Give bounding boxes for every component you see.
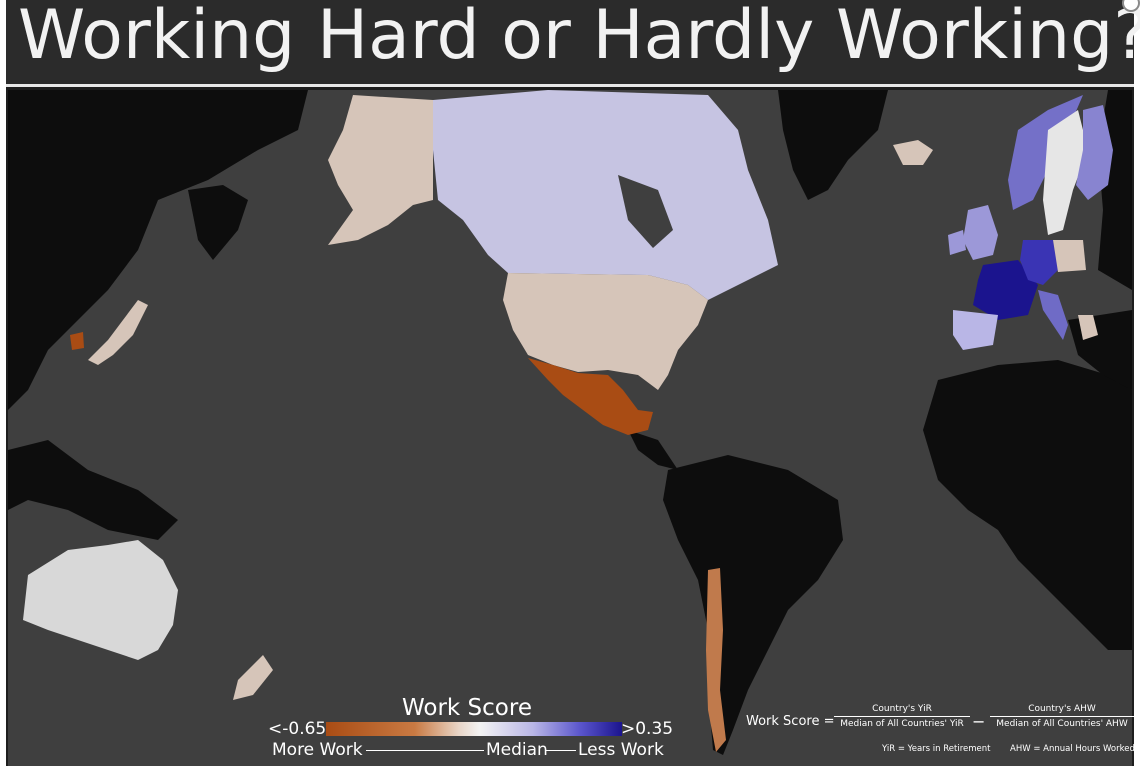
country-south-korea — [70, 332, 84, 350]
legend-max-label: >0.35 — [621, 719, 674, 739]
country-usa — [503, 273, 708, 390]
country-uk — [963, 205, 998, 260]
page-title: Working Hard or Hardly Working? — [18, 0, 1140, 75]
map-svg — [8, 90, 1132, 755]
formula-denominator-ahw: Median of All Countries' AHW — [996, 719, 1128, 729]
title-bar: Working Hard or Hardly Working? — [6, 0, 1140, 87]
work-score-formula: Work Score = Country's YiR Median of All… — [746, 704, 1135, 766]
legend-more-work-label: More Work — [272, 740, 363, 760]
formula-fraction-yir: Country's YiR Median of All Countries' Y… — [834, 704, 970, 729]
country-italy — [1038, 290, 1068, 340]
kamchatka-landmass — [188, 185, 248, 260]
country-greece — [1078, 315, 1098, 340]
country-mexico — [528, 358, 653, 435]
legend-right-arrow — [546, 750, 576, 751]
formula-numerator-ahw: Country's AHW — [1028, 704, 1096, 714]
fraction-line — [834, 716, 970, 717]
country-australia — [23, 540, 178, 660]
legend-median-label: Median — [486, 740, 548, 760]
legend-color-scale — [326, 722, 622, 736]
country-france — [973, 260, 1038, 320]
formula-denominator-yir: Median of All Countries' YiR — [840, 719, 964, 729]
country-iceland — [893, 140, 933, 165]
asia-landmass — [8, 90, 308, 410]
country-new-zealand — [233, 655, 273, 700]
legend-title: Work Score — [402, 695, 532, 721]
formula-note-ahw: AHW = Annual Hours Worked — [1010, 744, 1135, 754]
fraction-line — [990, 716, 1134, 717]
southeast-asia-islands — [8, 440, 178, 540]
corner-circle-icon — [1122, 0, 1140, 12]
formula-numerator-yir: Country's YiR — [872, 704, 932, 714]
country-canada — [433, 90, 778, 300]
legend-min-label: <-0.65 — [268, 719, 327, 739]
world-map — [8, 90, 1132, 766]
country-ireland — [948, 230, 966, 255]
country-chile — [706, 568, 726, 752]
country-japan — [88, 300, 148, 365]
country-poland — [1053, 240, 1086, 272]
formula-label: Work Score = — [746, 714, 835, 729]
formula-note-yir: YiR = Years in Retirement — [882, 744, 991, 754]
formula-fraction-ahw: Country's AHW Median of All Countries' A… — [990, 704, 1134, 729]
greenland-landmass — [778, 90, 888, 200]
legend-left-arrow — [366, 750, 484, 751]
formula-operator: − — [972, 712, 986, 731]
legend-less-work-label: Less Work — [578, 740, 664, 760]
country-germany — [1020, 240, 1058, 285]
country-usa-alaska — [328, 95, 433, 245]
hudson-bay — [618, 175, 673, 248]
legend: Work Score <-0.65 >0.35 More Work Median… — [262, 695, 682, 765]
africa-landmass — [923, 360, 1132, 650]
central-america-landmass — [628, 430, 678, 470]
country-sweden — [1043, 110, 1088, 235]
country-spain — [953, 310, 998, 350]
country-finland — [1076, 105, 1113, 200]
